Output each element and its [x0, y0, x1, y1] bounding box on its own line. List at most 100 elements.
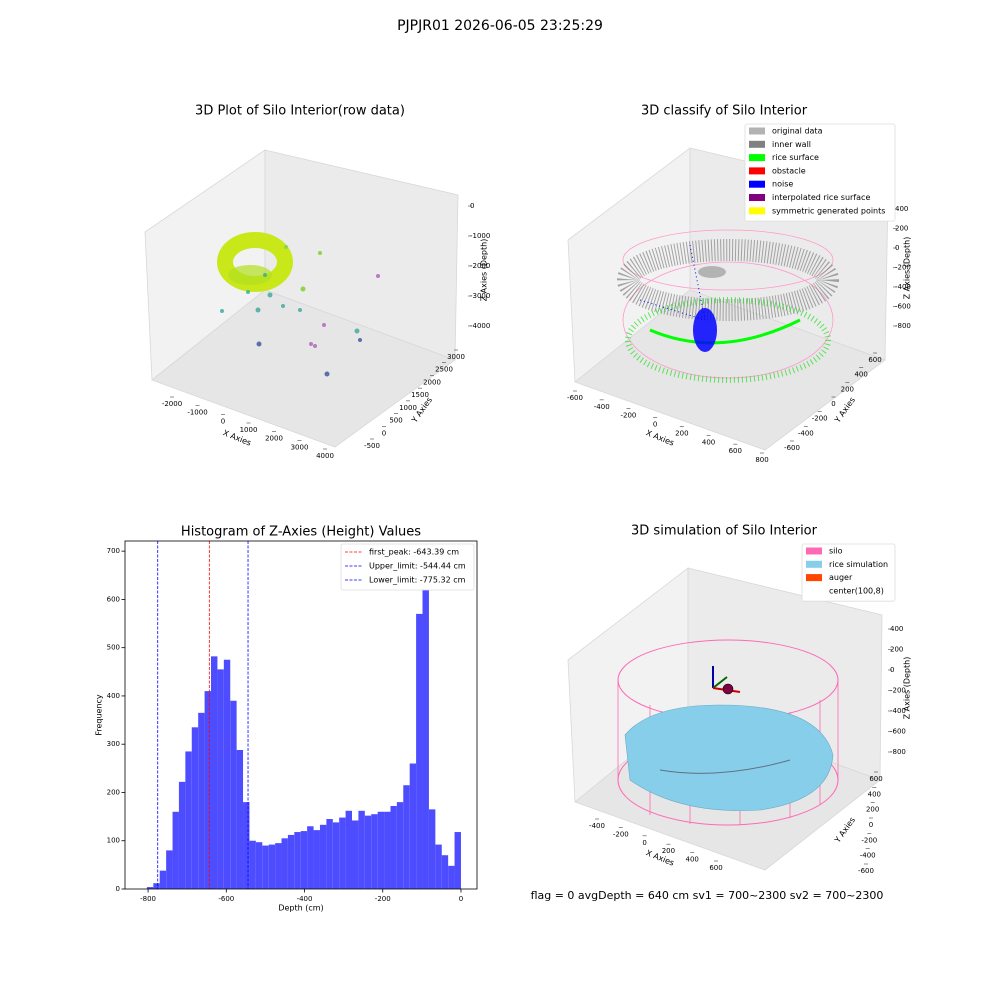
z-axis-label: Z Axies (Depth) — [480, 239, 489, 302]
y-tick-label: 0 — [382, 429, 386, 437]
x-tick-label: 400 — [686, 856, 699, 864]
x-axis-label: Depth (cm) — [278, 904, 323, 913]
y-tick-label: 600 — [868, 356, 881, 364]
legend-label: interpolated rice surface — [772, 193, 870, 202]
x-tick-label: 4000 — [316, 452, 334, 460]
y-tick-label: -600 — [858, 867, 874, 875]
x-tick-label: -400 — [589, 822, 605, 830]
bar — [364, 815, 372, 889]
z-tick-label: 400 — [895, 205, 908, 213]
bar — [448, 865, 455, 889]
legend-label: inner wall — [772, 140, 811, 149]
legend-label: obstacle — [772, 166, 806, 175]
bar — [313, 830, 320, 889]
bar — [384, 811, 391, 889]
pane-3d-1 — [144, 149, 459, 448]
bar — [172, 811, 179, 889]
y-tick-label: 400 — [854, 371, 867, 379]
legend-label: noise — [772, 180, 793, 189]
y-tick-label: 600 — [869, 775, 882, 783]
y-tick-label: -600 — [784, 444, 800, 452]
bar — [326, 819, 333, 889]
bar — [153, 883, 160, 889]
legend-label: auger — [829, 573, 853, 582]
bar — [428, 809, 436, 889]
chart-title: 3D simulation of Silo Interior — [631, 524, 818, 539]
z-tick-label: 0 — [470, 202, 474, 210]
y-tick-label: 700 — [107, 547, 120, 555]
x-tick-label: -2000 — [162, 400, 182, 408]
y-tick-label: 500 — [389, 417, 402, 425]
legend-label: original data — [772, 127, 823, 136]
y-tick-label: -200 — [861, 836, 877, 844]
bar — [345, 810, 353, 889]
z-tick-label: -2000 — [470, 262, 490, 270]
bar — [243, 802, 250, 889]
y-tick-label: 200 — [841, 385, 854, 393]
bar — [191, 727, 199, 889]
y-tick-label: 500 — [107, 644, 120, 652]
bar — [287, 834, 295, 889]
bar — [371, 814, 378, 889]
y-axis-label: Y Axies — [832, 816, 857, 846]
legend-swatch — [749, 127, 765, 135]
y-tick-label: -500 — [364, 442, 380, 450]
x-tick-label: -200 — [620, 412, 636, 420]
z-tick-label: -4000 — [470, 322, 490, 330]
y-axis-label: Y Axies — [832, 396, 857, 426]
z-tick-label: -600 — [890, 728, 906, 736]
legend-swatch — [749, 167, 765, 175]
x-tick-label: -800 — [140, 895, 156, 903]
y-tick-label: 1000 — [399, 404, 417, 412]
z-tick-label: 200 — [890, 646, 903, 654]
z-tick-label: -600 — [895, 303, 911, 311]
bar — [204, 691, 212, 889]
z-axis-label: Z Axies (Depth) — [903, 657, 912, 720]
chart-title: 3D Plot of Silo Interior(row data) — [195, 104, 405, 119]
legend-box — [340, 543, 475, 591]
legend-label: first_peak: -643.39 cm — [369, 548, 459, 557]
bar — [255, 842, 263, 889]
x-tick-label: 200 — [662, 847, 675, 855]
x-tick-label: 3000 — [291, 443, 309, 451]
legend-swatch — [806, 587, 822, 595]
y-tick-label: 2500 — [435, 366, 453, 374]
y-tick-label: 200 — [866, 806, 879, 814]
z-tick-label: -200 — [890, 687, 906, 695]
legend-swatch — [749, 207, 765, 215]
z-tick-label: -800 — [895, 322, 911, 330]
bar — [185, 751, 192, 889]
bar — [307, 826, 314, 889]
x-tick-label: 600 — [709, 864, 722, 872]
figure-title: PJPJR01 2026-06-05 23:25:29 — [397, 18, 603, 34]
bar — [178, 781, 186, 889]
bar — [230, 700, 237, 889]
bar — [435, 844, 442, 889]
x-tick-label: 0 — [653, 421, 657, 429]
legend-swatch — [749, 194, 765, 201]
x-tick-label: 0 — [459, 895, 463, 903]
bar — [339, 817, 346, 889]
legend-box — [801, 543, 896, 602]
z-tick-label: -800 — [890, 748, 906, 756]
legend-label: rice simulation — [829, 560, 888, 569]
bar — [390, 805, 397, 889]
classified-cloud — [617, 229, 839, 383]
bar — [294, 832, 301, 889]
bar — [159, 870, 167, 889]
x-tick-label: 1000 — [240, 426, 258, 434]
bar — [236, 749, 244, 889]
z-tick-label: -400 — [895, 283, 911, 291]
bar — [352, 820, 359, 889]
z-axis-label: Z Axies (Depth) — [903, 237, 912, 300]
bar — [454, 832, 461, 889]
y-tick-label: 200 — [107, 788, 120, 796]
bar — [319, 824, 327, 889]
x-tick-label: 0 — [642, 839, 646, 847]
bar — [146, 887, 154, 889]
z-tick-label: 200 — [895, 225, 908, 233]
bar — [409, 763, 417, 889]
bar — [441, 855, 449, 889]
bar — [262, 845, 269, 889]
bar — [198, 712, 205, 889]
